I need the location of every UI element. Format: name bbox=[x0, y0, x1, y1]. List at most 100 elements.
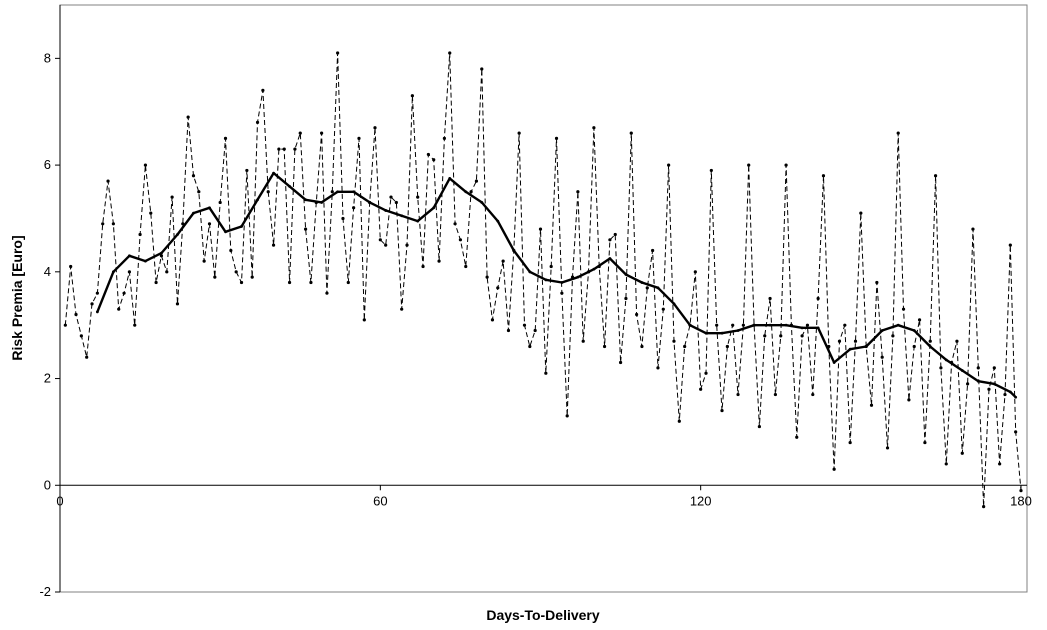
daily-point bbox=[138, 232, 142, 237]
daily-point bbox=[565, 414, 569, 418]
smoothed-point bbox=[111, 270, 115, 274]
smoothed-point bbox=[912, 329, 916, 332]
y-tick-label: 6 bbox=[44, 157, 51, 172]
daily-point bbox=[656, 366, 660, 370]
y-tick-label: -2 bbox=[39, 584, 51, 599]
smoothed-point bbox=[512, 249, 516, 252]
smoothed-point bbox=[208, 206, 211, 210]
daily-point bbox=[736, 392, 740, 397]
daily-point bbox=[442, 136, 446, 141]
smoothed-point bbox=[288, 185, 291, 188]
daily-point bbox=[624, 296, 628, 301]
daily-point bbox=[613, 232, 617, 237]
daily-point bbox=[768, 296, 772, 301]
daily-point bbox=[581, 339, 585, 343]
smoothed-point bbox=[800, 326, 804, 330]
daily-point bbox=[165, 270, 169, 274]
daily-point bbox=[880, 355, 884, 359]
daily-point bbox=[837, 339, 842, 343]
smoothed-point bbox=[144, 259, 147, 263]
daily-point bbox=[843, 323, 847, 327]
daily-point bbox=[917, 318, 922, 322]
smoothed-point bbox=[224, 230, 227, 234]
smoothed-point bbox=[560, 281, 564, 284]
smoothed-series-line bbox=[96, 171, 1017, 399]
daily-point bbox=[923, 440, 927, 445]
daily-point bbox=[469, 190, 473, 194]
smoothed-point bbox=[528, 270, 532, 274]
daily-point bbox=[795, 435, 799, 439]
daily-point bbox=[149, 211, 153, 215]
daily-point bbox=[298, 131, 302, 135]
smoothed-point bbox=[656, 286, 660, 290]
daily-point bbox=[85, 355, 89, 359]
daily-point bbox=[640, 344, 644, 349]
daily-point bbox=[528, 344, 532, 349]
daily-point bbox=[992, 366, 996, 370]
smoothed-point bbox=[192, 211, 195, 215]
daily-point bbox=[501, 259, 505, 263]
daily-point bbox=[747, 163, 751, 167]
daily-point bbox=[117, 307, 121, 311]
x-axis-title: Days-To-Delivery bbox=[486, 607, 600, 623]
smoothed-point bbox=[720, 331, 724, 335]
y-tick-label: 4 bbox=[44, 264, 51, 279]
daily-point bbox=[346, 280, 350, 285]
daily-point bbox=[560, 291, 564, 295]
series-layer bbox=[63, 51, 1023, 509]
smoothed-point bbox=[832, 361, 836, 364]
daily-point bbox=[69, 264, 73, 269]
daily-point bbox=[95, 291, 99, 295]
daily-point bbox=[282, 147, 286, 151]
daily-point bbox=[410, 94, 414, 98]
smoothed-point bbox=[736, 329, 740, 332]
daily-point bbox=[341, 216, 345, 221]
daily-point bbox=[373, 126, 377, 130]
daily-point bbox=[90, 302, 94, 306]
smoothed-point bbox=[960, 369, 964, 372]
x-tick-label: 60 bbox=[373, 493, 387, 508]
daily-point bbox=[853, 339, 858, 343]
daily-point bbox=[74, 312, 78, 317]
daily-point bbox=[763, 334, 767, 338]
daily-point bbox=[933, 174, 938, 178]
smoothed-point bbox=[496, 219, 500, 223]
daily-point bbox=[928, 339, 932, 343]
smoothed-point bbox=[784, 323, 788, 327]
daily-point bbox=[266, 190, 270, 194]
smoothed-point bbox=[160, 251, 163, 255]
daily-point bbox=[661, 307, 665, 311]
daily-point bbox=[127, 270, 132, 274]
daily-point bbox=[720, 408, 724, 413]
daily-point bbox=[816, 296, 820, 301]
daily-point bbox=[544, 371, 548, 375]
daily-point bbox=[672, 339, 676, 343]
daily-point bbox=[618, 360, 623, 365]
daily-point bbox=[875, 280, 879, 285]
smoothed-point bbox=[576, 275, 580, 279]
daily-point bbox=[891, 334, 895, 338]
daily-point bbox=[667, 163, 671, 167]
daily-point bbox=[645, 286, 649, 290]
daily-point bbox=[490, 318, 495, 322]
smoothed-point bbox=[864, 345, 868, 348]
daily-point bbox=[960, 451, 964, 455]
daily-point bbox=[277, 147, 281, 151]
daily-point bbox=[987, 387, 991, 391]
daily-point bbox=[506, 328, 511, 333]
smoothed-point bbox=[624, 273, 628, 276]
daily-point bbox=[496, 286, 500, 290]
daily-point bbox=[1019, 489, 1023, 493]
smoothed-point bbox=[320, 201, 324, 204]
daily-point bbox=[330, 190, 334, 194]
daily-point bbox=[784, 163, 788, 167]
daily-point bbox=[693, 270, 697, 274]
daily-point bbox=[966, 382, 970, 386]
daily-point bbox=[912, 344, 916, 349]
daily-point bbox=[651, 248, 655, 253]
daily-point bbox=[213, 275, 217, 279]
smoothed-point bbox=[272, 171, 275, 175]
daily-point bbox=[229, 248, 233, 253]
daily-point bbox=[608, 238, 612, 242]
